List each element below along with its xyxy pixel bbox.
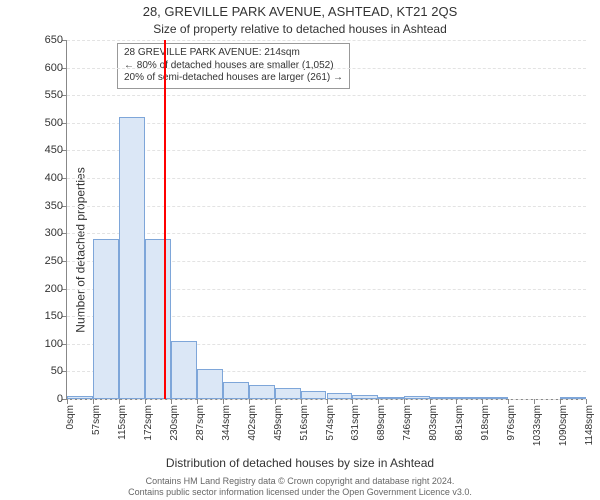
x-tick-label: 287sqm xyxy=(195,405,206,441)
y-tick-label: 500 xyxy=(45,117,63,129)
x-tick-mark xyxy=(430,399,431,404)
x-tick-mark xyxy=(404,399,405,404)
histogram-bar xyxy=(223,382,249,399)
gridline xyxy=(67,206,586,207)
gridline xyxy=(67,150,586,151)
y-tick-label: 100 xyxy=(45,338,63,350)
chart-page: 28, GREVILLE PARK AVENUE, ASHTEAD, KT21 … xyxy=(0,0,600,500)
histogram-bar xyxy=(93,239,119,399)
y-tick-label: 50 xyxy=(51,365,63,377)
gridline xyxy=(67,178,586,179)
x-tick-mark xyxy=(560,399,561,404)
x-tick-label: 459sqm xyxy=(273,405,284,441)
annotation-box: 28 GREVILLE PARK AVENUE: 214sqm ← 80% of… xyxy=(117,43,350,89)
y-tick-label: 450 xyxy=(45,144,63,156)
x-tick-mark xyxy=(145,399,146,404)
histogram-bar xyxy=(352,395,378,399)
x-tick-mark xyxy=(223,399,224,404)
x-tick-mark xyxy=(249,399,250,404)
histogram-bar xyxy=(378,397,404,399)
x-tick-label: 402sqm xyxy=(247,405,258,441)
y-tick-label: 300 xyxy=(45,227,63,239)
x-tick-label: 689sqm xyxy=(376,405,387,441)
annotation-line-2: ← 80% of detached houses are smaller (1,… xyxy=(124,60,343,73)
histogram-bar xyxy=(560,397,586,399)
histogram-bar xyxy=(482,397,508,399)
histogram-bar xyxy=(171,341,197,399)
x-tick-mark xyxy=(456,399,457,404)
x-tick-label: 574sqm xyxy=(325,405,336,441)
x-tick-label: 172sqm xyxy=(143,405,154,441)
x-tick-mark xyxy=(171,399,172,404)
x-tick-label: 976sqm xyxy=(506,405,517,441)
histogram-bar xyxy=(430,397,456,399)
histogram-bar xyxy=(404,396,430,399)
gridline xyxy=(67,95,586,96)
x-tick-mark xyxy=(275,399,276,404)
x-tick-label: 115sqm xyxy=(117,405,128,440)
x-tick-label: 1148sqm xyxy=(584,405,595,445)
y-tick-label: 600 xyxy=(45,62,63,74)
x-tick-label: 0sqm xyxy=(65,405,76,429)
x-tick-mark xyxy=(119,399,120,404)
y-tick-label: 350 xyxy=(45,200,63,212)
x-tick-label: 1090sqm xyxy=(558,405,569,446)
x-tick-label: 861sqm xyxy=(454,405,465,441)
histogram-bar xyxy=(456,397,482,399)
chart-subtitle: Size of property relative to detached ho… xyxy=(0,22,600,36)
y-tick-label: 650 xyxy=(45,34,63,46)
x-tick-mark xyxy=(352,399,353,404)
y-tick-label: 400 xyxy=(45,172,63,184)
x-tick-label: 344sqm xyxy=(221,405,232,441)
x-tick-mark xyxy=(197,399,198,404)
x-axis-label: Distribution of detached houses by size … xyxy=(0,456,600,470)
x-tick-label: 746sqm xyxy=(402,405,413,441)
x-tick-label: 803sqm xyxy=(428,405,439,441)
x-tick-label: 918sqm xyxy=(480,405,491,441)
x-tick-label: 516sqm xyxy=(299,405,310,441)
gridline xyxy=(67,40,586,41)
x-tick-mark xyxy=(482,399,483,404)
footer-attribution: Contains HM Land Registry data © Crown c… xyxy=(0,476,600,498)
footer-line-2: Contains public sector information licen… xyxy=(0,487,600,498)
x-tick-mark xyxy=(534,399,535,404)
gridline xyxy=(67,233,586,234)
page-title: 28, GREVILLE PARK AVENUE, ASHTEAD, KT21 … xyxy=(0,4,600,19)
annotation-line-1: 28 GREVILLE PARK AVENUE: 214sqm xyxy=(124,47,343,60)
histogram-bar xyxy=(301,391,327,399)
annotation-line-3: 20% of semi-detached houses are larger (… xyxy=(124,72,343,85)
plot-area: 28 GREVILLE PARK AVENUE: 214sqm ← 80% of… xyxy=(66,40,586,400)
x-tick-mark xyxy=(586,399,587,404)
gridline xyxy=(67,68,586,69)
histogram-bar xyxy=(145,239,171,399)
histogram-bar xyxy=(197,369,223,399)
y-tick-label: 200 xyxy=(45,283,63,295)
y-tick-label: 250 xyxy=(45,255,63,267)
x-tick-mark xyxy=(327,399,328,404)
x-tick-label: 1033sqm xyxy=(532,405,543,446)
x-tick-mark xyxy=(67,399,68,404)
x-tick-label: 230sqm xyxy=(169,405,180,441)
histogram-bar xyxy=(249,385,275,399)
x-tick-mark xyxy=(301,399,302,404)
footer-line-1: Contains HM Land Registry data © Crown c… xyxy=(0,476,600,487)
x-tick-mark xyxy=(93,399,94,404)
x-tick-mark xyxy=(378,399,379,404)
y-tick-label: 550 xyxy=(45,89,63,101)
gridline xyxy=(67,123,586,124)
histogram-bar xyxy=(275,388,301,399)
property-marker-line xyxy=(164,40,166,399)
x-tick-label: 57sqm xyxy=(91,405,102,435)
x-tick-label: 631sqm xyxy=(350,405,361,441)
histogram-bar xyxy=(119,117,145,399)
x-tick-mark xyxy=(508,399,509,404)
histogram-bar xyxy=(327,393,353,399)
y-tick-label: 0 xyxy=(57,393,63,405)
histogram-bar xyxy=(67,396,93,399)
y-tick-label: 150 xyxy=(45,310,63,322)
